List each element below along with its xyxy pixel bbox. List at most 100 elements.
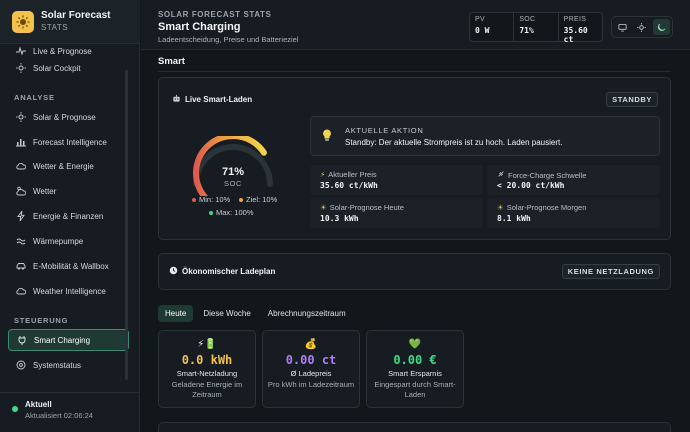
bolt-icon: ⚡ (320, 170, 326, 179)
kpi-soc: SOC 71% (514, 13, 559, 41)
cell-value: 10.3 kWh (320, 214, 359, 223)
theme-switcher (611, 16, 673, 38)
activity-icon (16, 46, 26, 56)
sidebar-item-forecast-intelligence[interactable]: Forecast Intelligence (8, 131, 129, 153)
kpi-label: SOC (519, 16, 536, 23)
cell-value: < 20.00 ct/kWh (497, 181, 565, 190)
robot-icon (172, 94, 181, 105)
brand-subtitle: STATS (41, 23, 69, 32)
legend-text: Ziel: 10% (246, 195, 278, 204)
sidebar-item-label: Wetter (33, 186, 57, 196)
sidebar-item-energie-finanzen[interactable]: Energie & Finanzen (8, 205, 129, 227)
clock-icon (169, 266, 178, 277)
gauge-label: SOC (223, 179, 243, 188)
sidebar-item-live-prognose[interactable]: Live & Prognose (8, 42, 129, 56)
kpi-value: 71% (519, 26, 534, 35)
soc-gauge (192, 136, 273, 196)
gauge-track (193, 144, 273, 187)
nav-section-analyse: ANALYSE (14, 93, 55, 102)
bar-chart-icon (16, 137, 26, 147)
sidebar-item-systemstatus[interactable]: Systemstatus (8, 354, 129, 376)
brand[interactable]: Solar Forecast STATS (0, 0, 140, 44)
cell-label-text: Aktueller Preis (328, 170, 377, 179)
sun-icon: ☀ (320, 203, 327, 212)
car-icon (16, 261, 26, 271)
cell-solar-morgen: ☀ Solar-Prognose Morgen 8.1 kWh (487, 198, 660, 228)
sidebar-item-label: E-Mobilität & Wallbox (33, 261, 109, 271)
kpi-strip: PV 0 W SOC 71% PREIS 35.60 ct (469, 12, 603, 44)
sidebar-scrollbar[interactable] (125, 70, 128, 380)
stat-card-netzladung: ⚡🔋 0.0 kWh Smart-Netzladung Geladene Ene… (158, 330, 256, 408)
legend-text: Min: 10% (199, 195, 231, 204)
cell-label-text: Force-Charge Schwelle (508, 170, 587, 180)
legend-text: Max: 100% (216, 208, 254, 217)
cell-force-charge: Force-Charge Schwelle < 20.00 ct/kWh (487, 165, 660, 195)
sun-logo-icon (12, 10, 34, 33)
section-title: Smart (158, 56, 185, 67)
sidebar-item-label: Solar & Prognose (33, 112, 96, 122)
sidebar-item-solar-prognose[interactable]: Solar & Prognose (8, 106, 129, 128)
tab-diese-woche[interactable]: Diese Woche (203, 309, 251, 318)
card-title: Live Smart-Laden (172, 94, 252, 105)
kpi-value: 35.60 ct (563, 26, 588, 44)
page-header: SOLAR FORECAST STATS Smart Charging Lade… (141, 0, 690, 50)
sidebar-item-label: Solar Cockpit (33, 63, 81, 73)
status-updated: Aktualisiert 02:06:24 (25, 411, 93, 420)
section-divider (158, 71, 671, 72)
action-text: Standby: Der aktuelle Strompreis ist zu … (345, 138, 563, 147)
action-label: AKTUELLE AKTION (345, 126, 424, 135)
cell-label-text: Solar-Prognose Morgen (506, 203, 587, 212)
sidebar-item-solar-cockpit[interactable]: Solar Cockpit (8, 57, 129, 79)
period-tabs: Heute Diese Woche Abrechnungszeitraum (158, 305, 353, 322)
kpi-label: PREIS (563, 16, 587, 23)
ladeplan-card[interactable]: Ökonomischer Ladeplan KEINE NETZLADUNG (158, 253, 671, 290)
card-title: Ökonomischer Ladeplan (169, 266, 275, 277)
plug-icon (17, 335, 27, 345)
kpi-value: 0 W (475, 26, 490, 35)
header-kicker: SOLAR FORECAST STATS (158, 10, 272, 19)
lightbulb-icon (322, 129, 332, 147)
sidebar-item-label: Forecast Intelligence (33, 137, 107, 147)
gauge-min-legend: Min: 10% (192, 195, 230, 204)
sidebar-item-weather-intelligence[interactable]: Weather Intelligence (8, 280, 129, 302)
money-bag-icon: 💰 (304, 339, 318, 350)
stat-value: 0.00 € (393, 353, 437, 367)
status-badge: STANDBY (606, 92, 658, 107)
kpi-pv: PV 0 W (470, 13, 515, 41)
legend-dot (209, 210, 213, 215)
gauge-value: 71% (221, 166, 245, 178)
cell-label: ☀ Solar-Prognose Heute (320, 203, 404, 212)
bolt-battery-icon: ⚡🔋 (197, 339, 217, 350)
tab-heute[interactable]: Heute (158, 305, 194, 322)
monitor-icon[interactable] (614, 19, 631, 35)
status-badge: KEINE NETZLADUNG (561, 264, 660, 279)
cell-aktueller-preis: ⚡ Aktueller Preis 35.60 ct/kWh (310, 165, 483, 195)
sidebar-item-label: Weather Intelligence (33, 286, 106, 296)
sidebar-item-label: Systemstatus (33, 360, 82, 370)
sidebar-item-e-mobilitaet[interactable]: E-Mobilität & Wallbox (8, 255, 129, 277)
sidebar-item-wetter[interactable]: Wetter (8, 180, 129, 202)
sun-icon (16, 112, 26, 122)
kpi-label: PV (475, 16, 485, 23)
status-panel: Aktuell Aktualisiert 02:06:24 (0, 392, 140, 432)
sun-icon (16, 63, 26, 73)
kpi-preis: PREIS 35.60 ct (559, 13, 602, 44)
gauge-target-legend: Ziel: 10% (239, 195, 277, 204)
tab-abrechnungszeitraum[interactable]: Abrechnungszeitraum (267, 309, 346, 318)
stat-card-ladepreis: 💰 0.00 ct Ø Ladepreis Pro kWh im Ladezei… (262, 330, 360, 408)
moon-icon[interactable] (652, 19, 670, 35)
sun-icon[interactable] (633, 19, 650, 35)
status-dot (12, 406, 18, 412)
sidebar-item-label: Smart Charging (34, 335, 91, 345)
next-card (158, 422, 671, 432)
sidebar-item-wetter-energie[interactable]: Wetter & Energie (8, 155, 129, 177)
status-title: Aktuell (25, 400, 52, 409)
stat-value: 0.0 kWh (181, 353, 233, 367)
sidebar-item-smart-charging[interactable]: Smart Charging (8, 329, 129, 351)
sidebar-item-waermepumpe[interactable]: Wärmepumpe (8, 230, 129, 252)
stat-card-ersparnis: 💚 0.00 € Smart Ersparnis Eingespart durc… (366, 330, 464, 408)
card-title-text: Ökonomischer Ladeplan (182, 267, 276, 276)
stat-description: Pro kWh im Ladezeitraum (267, 380, 355, 389)
green-heart-icon: 💚 (408, 339, 422, 350)
